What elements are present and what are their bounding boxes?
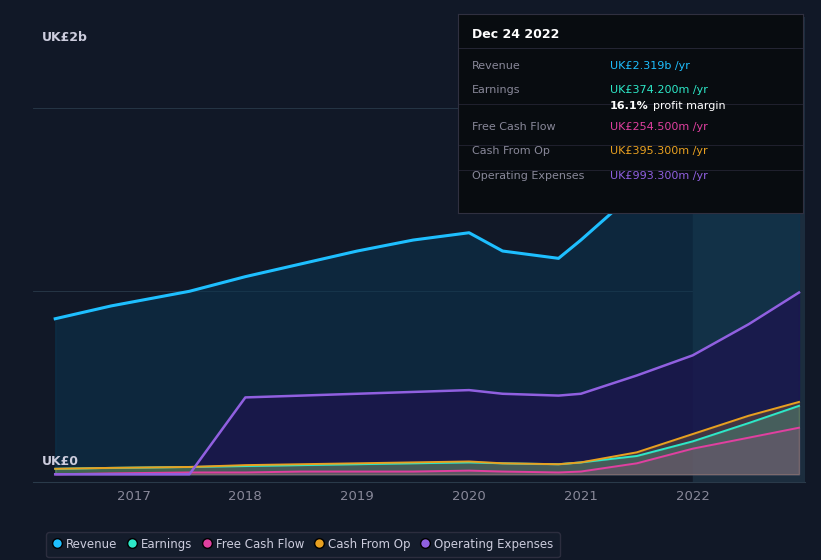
Text: Operating Expenses: Operating Expenses xyxy=(472,171,585,181)
Text: UK£2b: UK£2b xyxy=(42,31,88,44)
Bar xyxy=(693,17,805,482)
Legend: Revenue, Earnings, Free Cash Flow, Cash From Op, Operating Expenses: Revenue, Earnings, Free Cash Flow, Cash … xyxy=(46,532,560,557)
Text: UK£395.300m /yr: UK£395.300m /yr xyxy=(610,146,708,156)
Text: 16.1%: 16.1% xyxy=(610,101,649,111)
Text: UK£0: UK£0 xyxy=(42,455,79,468)
Text: Dec 24 2022: Dec 24 2022 xyxy=(472,28,559,41)
Text: UK£374.200m /yr: UK£374.200m /yr xyxy=(610,85,708,95)
Text: Earnings: Earnings xyxy=(472,85,521,95)
Text: Revenue: Revenue xyxy=(472,60,521,71)
Text: Cash From Op: Cash From Op xyxy=(472,146,550,156)
Text: Free Cash Flow: Free Cash Flow xyxy=(472,122,556,132)
Text: UK£254.500m /yr: UK£254.500m /yr xyxy=(610,122,708,132)
Text: UK£993.300m /yr: UK£993.300m /yr xyxy=(610,171,708,181)
Text: profit margin: profit margin xyxy=(653,101,726,111)
Text: UK£2.319b /yr: UK£2.319b /yr xyxy=(610,60,690,71)
